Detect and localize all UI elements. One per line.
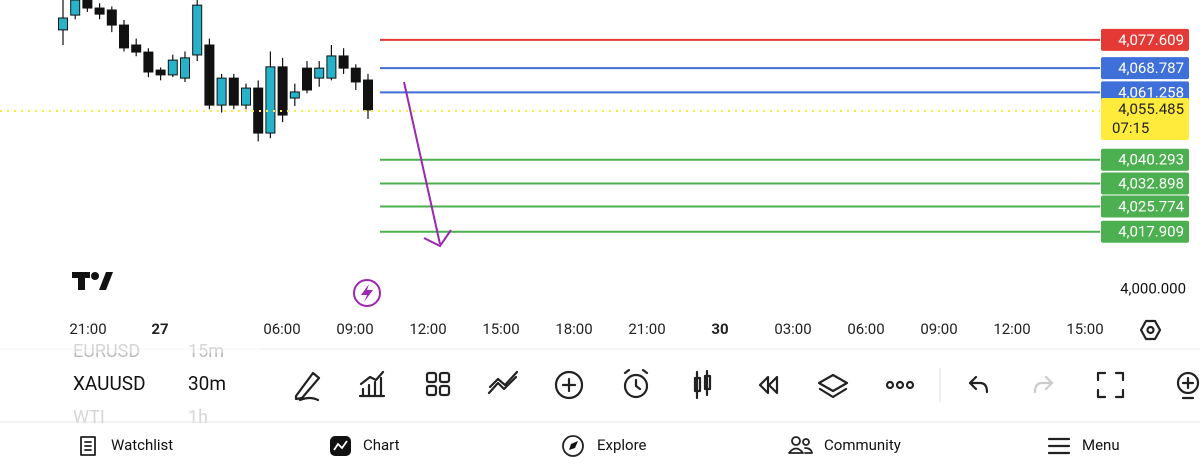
price-level-label: 4,061.258 bbox=[1118, 83, 1184, 101]
templates-tool[interactable] bbox=[425, 371, 451, 397]
ideas-button[interactable] bbox=[1176, 371, 1200, 400]
nav-label[interactable]: Community bbox=[824, 436, 901, 454]
symbol-name[interactable]: EURUSD bbox=[73, 341, 140, 362]
price-level-tag bbox=[1101, 57, 1189, 80]
indicators-tool[interactable] bbox=[358, 370, 386, 398]
undo-button[interactable] bbox=[968, 375, 989, 394]
nav-label[interactable]: Chart bbox=[363, 436, 400, 454]
bottom-nav: Watchlist Chart Explore Community Menu bbox=[80, 435, 1120, 457]
price-level-label: 4,077.609 bbox=[1118, 31, 1184, 49]
candle-body bbox=[314, 67, 325, 79]
x-tick-label: 18:00 bbox=[555, 320, 592, 338]
candle-body bbox=[82, 0, 93, 9]
price-level-tag bbox=[1101, 148, 1189, 171]
x-tick-label: 15:00 bbox=[1066, 320, 1103, 338]
replay-tool[interactable] bbox=[758, 375, 779, 395]
price-level-label: 4,017.909 bbox=[1118, 223, 1184, 241]
price-level-tag bbox=[1101, 81, 1189, 104]
candle-body bbox=[338, 55, 349, 69]
candle-body bbox=[326, 55, 337, 79]
candle-body bbox=[143, 51, 154, 73]
price-level-label: 4,025.774 bbox=[1118, 197, 1184, 215]
more-tool[interactable] bbox=[885, 380, 915, 390]
current-price-tag bbox=[1101, 97, 1189, 140]
candle-body bbox=[289, 91, 300, 99]
x-tick-label: 12:00 bbox=[993, 320, 1030, 338]
nav-community[interactable]: Community bbox=[788, 436, 901, 454]
price-level-label: 4,068.787 bbox=[1118, 59, 1184, 77]
symbol-name[interactable]: XAUUSD bbox=[73, 372, 146, 395]
draw-tool[interactable] bbox=[294, 371, 321, 402]
candle-body bbox=[302, 67, 312, 91]
redo-button[interactable] bbox=[1033, 375, 1054, 394]
candle-body bbox=[241, 87, 251, 106]
bar-style-tool[interactable] bbox=[693, 369, 712, 400]
x-tick-label: 21:00 bbox=[69, 320, 106, 338]
candle-body bbox=[70, 0, 81, 16]
tradingview-logo bbox=[72, 272, 113, 290]
nav-explore[interactable]: Explore bbox=[562, 435, 647, 457]
candle-body bbox=[253, 87, 264, 134]
price-level-tag bbox=[1101, 195, 1189, 218]
arrow-drawing[interactable] bbox=[403, 81, 452, 248]
symbol-interval[interactable]: 15m bbox=[188, 341, 224, 362]
candle-body bbox=[58, 17, 68, 31]
candle-body bbox=[363, 79, 373, 111]
x-tick-label: 09:00 bbox=[336, 320, 373, 338]
candle-body bbox=[216, 77, 227, 106]
candle-body bbox=[228, 77, 239, 106]
x-tick-label: 12:00 bbox=[409, 320, 446, 338]
x-tick-label: 30 bbox=[711, 320, 728, 338]
candle-body bbox=[204, 44, 215, 106]
candle-body bbox=[265, 66, 276, 134]
x-tick-label: 27 bbox=[151, 320, 168, 338]
nav-label[interactable]: Watchlist bbox=[111, 436, 173, 454]
symbol-interval[interactable]: 30m bbox=[188, 372, 226, 395]
layers-tool[interactable] bbox=[817, 373, 849, 399]
lightning-button[interactable] bbox=[353, 279, 381, 307]
price-level-label: 4,040.293 bbox=[1118, 151, 1184, 169]
compare-tool[interactable] bbox=[487, 370, 519, 395]
add-tool[interactable] bbox=[554, 370, 584, 400]
candle-body bbox=[155, 69, 166, 76]
x-tick-label: 09:00 bbox=[920, 320, 957, 338]
x-tick-label: 06:00 bbox=[263, 320, 300, 338]
x-tick-label: 21:00 bbox=[628, 320, 665, 338]
candle-body bbox=[277, 66, 288, 116]
nav-watchlist[interactable]: Watchlist bbox=[80, 436, 173, 456]
x-tick-label: 06:00 bbox=[847, 320, 884, 338]
nav-label[interactable]: Explore bbox=[597, 436, 647, 454]
candle-body bbox=[119, 24, 129, 49]
symbol-list[interactable]: EURUSD 15m XAUUSD 30m WTI 1h bbox=[0, 340, 260, 428]
candle-body bbox=[94, 7, 105, 15]
chart: 4,000.000 4,077.609 4,068.787 4,061.258 4,04… bbox=[0, 0, 1189, 338]
x-tick-label: 15:00 bbox=[482, 320, 519, 338]
x-tick-label: 03:00 bbox=[774, 320, 811, 338]
candle-body bbox=[131, 44, 142, 53]
price-level-tag bbox=[1101, 172, 1189, 195]
current-price-label: 4,055.485 bbox=[1118, 100, 1184, 118]
candle-body bbox=[192, 4, 203, 56]
nav-label[interactable]: Menu bbox=[1082, 436, 1120, 454]
fullscreen-button[interactable] bbox=[1096, 371, 1125, 399]
price-level-tag bbox=[1101, 28, 1189, 51]
candle-body bbox=[167, 59, 178, 76]
y-tick-label: 4,000.000 bbox=[1120, 279, 1186, 297]
candle-body bbox=[180, 57, 190, 79]
settings-icon[interactable] bbox=[1139, 319, 1162, 341]
price-level-label: 4,032.898 bbox=[1118, 175, 1184, 193]
nav-menu[interactable]: Menu bbox=[1047, 436, 1120, 455]
price-level-tag bbox=[1101, 220, 1189, 243]
toolbar bbox=[294, 368, 1200, 402]
nav-chart[interactable]: Chart bbox=[330, 436, 400, 456]
candle-body bbox=[350, 67, 361, 83]
alert-tool[interactable] bbox=[623, 368, 649, 399]
countdown-label: 07:15 bbox=[1112, 119, 1149, 137]
candle-body bbox=[106, 9, 117, 26]
